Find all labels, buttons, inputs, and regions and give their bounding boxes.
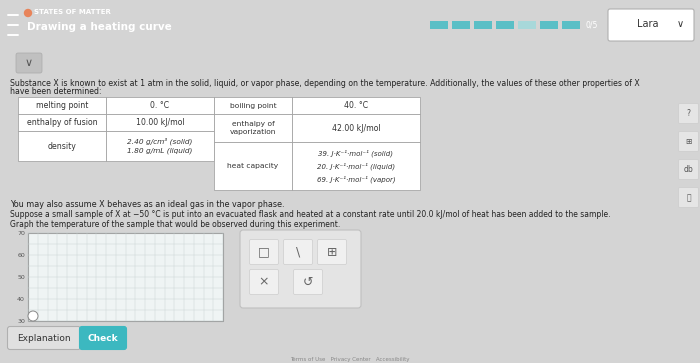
Text: 40: 40 bbox=[17, 297, 25, 302]
FancyBboxPatch shape bbox=[16, 53, 42, 73]
Text: Suppose a small sample of X at −50 °C is put into an evacuated flask and heated : Suppose a small sample of X at −50 °C is… bbox=[10, 210, 610, 219]
Bar bbox=[474, 21, 492, 29]
Circle shape bbox=[25, 9, 32, 16]
Bar bbox=[214, 97, 292, 114]
Text: Check: Check bbox=[88, 334, 118, 343]
Text: ⊞: ⊞ bbox=[327, 245, 337, 258]
Bar bbox=[214, 142, 292, 190]
FancyBboxPatch shape bbox=[240, 230, 361, 308]
Text: Ⓞ: Ⓞ bbox=[686, 193, 691, 202]
FancyBboxPatch shape bbox=[678, 188, 699, 208]
Text: enthalpy of fusion: enthalpy of fusion bbox=[27, 118, 97, 127]
Bar bbox=[106, 114, 214, 131]
Text: vaporization: vaporization bbox=[230, 129, 276, 135]
FancyBboxPatch shape bbox=[8, 326, 81, 350]
Text: 70: 70 bbox=[17, 231, 25, 236]
Text: 10.00 kJ/mol: 10.00 kJ/mol bbox=[136, 118, 184, 127]
Bar bbox=[18, 131, 106, 161]
FancyBboxPatch shape bbox=[318, 240, 346, 265]
Text: ×: × bbox=[259, 276, 270, 289]
Bar bbox=[562, 21, 580, 29]
Text: ?: ? bbox=[687, 109, 690, 118]
Bar bbox=[518, 21, 536, 29]
Text: boiling point: boiling point bbox=[230, 102, 276, 109]
Text: Substance X is known to exist at 1 atm in the solid, liquid, or vapor phase, dep: Substance X is known to exist at 1 atm i… bbox=[10, 79, 640, 88]
Text: 20. J·K⁻¹·mol⁻¹ (liquid): 20. J·K⁻¹·mol⁻¹ (liquid) bbox=[317, 162, 395, 170]
Bar bbox=[292, 114, 420, 142]
Text: STATES OF MATTER: STATES OF MATTER bbox=[34, 9, 111, 15]
FancyBboxPatch shape bbox=[678, 103, 699, 123]
FancyBboxPatch shape bbox=[678, 159, 699, 179]
Bar bbox=[452, 21, 470, 29]
Bar bbox=[292, 97, 420, 114]
Bar bbox=[28, 233, 223, 321]
Text: 40. °C: 40. °C bbox=[344, 101, 368, 110]
Bar bbox=[18, 114, 106, 131]
Bar bbox=[430, 21, 448, 29]
FancyBboxPatch shape bbox=[80, 326, 127, 350]
Text: Explanation: Explanation bbox=[18, 334, 71, 343]
Text: 0. °C: 0. °C bbox=[150, 101, 169, 110]
Text: 0/5: 0/5 bbox=[586, 20, 598, 29]
Bar bbox=[106, 97, 214, 114]
Text: Graph the temperature of the sample that would be observed during this experimen: Graph the temperature of the sample that… bbox=[10, 220, 340, 229]
Text: ∨: ∨ bbox=[25, 58, 33, 68]
Text: melting point: melting point bbox=[36, 101, 88, 110]
Text: 2.40 g/cm³ (solid): 2.40 g/cm³ (solid) bbox=[127, 137, 192, 145]
Bar bbox=[292, 142, 420, 190]
Text: You may also assume X behaves as an ideal gas in the vapor phase.: You may also assume X behaves as an idea… bbox=[10, 200, 284, 209]
Circle shape bbox=[28, 311, 38, 321]
Text: 60: 60 bbox=[18, 253, 25, 257]
FancyBboxPatch shape bbox=[249, 240, 279, 265]
Bar bbox=[18, 97, 106, 114]
Text: \: \ bbox=[296, 245, 300, 258]
Text: 69. J·K⁻¹·mol⁻¹ (vapor): 69. J·K⁻¹·mol⁻¹ (vapor) bbox=[316, 175, 396, 183]
FancyBboxPatch shape bbox=[249, 269, 279, 294]
Text: 30: 30 bbox=[17, 318, 25, 323]
Text: density: density bbox=[48, 142, 76, 151]
Text: have been determined:: have been determined: bbox=[10, 87, 101, 96]
Text: Terms of Use   Privacy Center   Accessibility: Terms of Use Privacy Center Accessibilit… bbox=[290, 357, 410, 362]
FancyBboxPatch shape bbox=[284, 240, 312, 265]
Bar bbox=[540, 21, 558, 29]
Bar bbox=[214, 114, 292, 142]
Text: db: db bbox=[684, 165, 694, 174]
Text: heat capacity: heat capacity bbox=[228, 163, 279, 169]
FancyBboxPatch shape bbox=[608, 9, 694, 41]
Text: 50: 50 bbox=[18, 274, 25, 280]
Text: Drawing a heating curve: Drawing a heating curve bbox=[27, 22, 172, 32]
Bar bbox=[106, 131, 214, 161]
Text: Lara: Lara bbox=[637, 19, 659, 29]
Text: ∨: ∨ bbox=[676, 19, 684, 29]
Text: 39. J·K⁻¹·mol⁻¹ (solid): 39. J·K⁻¹·mol⁻¹ (solid) bbox=[318, 149, 393, 157]
Text: ↺: ↺ bbox=[302, 276, 314, 289]
Text: □: □ bbox=[258, 245, 270, 258]
Text: enthalpy of: enthalpy of bbox=[232, 121, 274, 127]
Bar bbox=[496, 21, 514, 29]
FancyBboxPatch shape bbox=[293, 269, 323, 294]
Text: ⊞: ⊞ bbox=[685, 137, 692, 146]
Text: 1.80 g/mL (liquid): 1.80 g/mL (liquid) bbox=[127, 148, 192, 154]
Text: 42.00 kJ/mol: 42.00 kJ/mol bbox=[332, 123, 380, 132]
FancyBboxPatch shape bbox=[678, 131, 699, 151]
